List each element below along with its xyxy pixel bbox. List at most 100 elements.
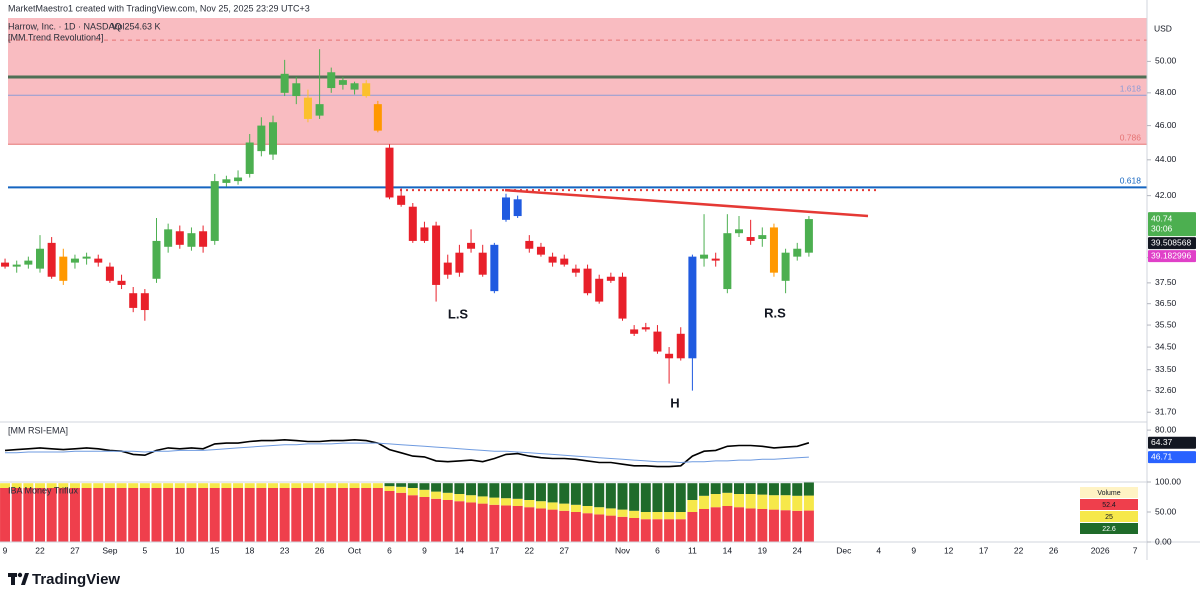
candle-body	[257, 125, 266, 152]
candle-body	[280, 73, 289, 93]
money-flow-bar	[349, 488, 360, 542]
money-flow-bar	[337, 488, 348, 542]
candle-body	[606, 276, 615, 281]
layer-plot	[0, 49, 880, 542]
x-tick-label: 5	[142, 545, 147, 555]
y-tick-label: 34.50	[1155, 341, 1177, 351]
annotation: L.S	[448, 306, 469, 321]
money-flow-bar	[291, 483, 302, 488]
indicator-value-badge: 64.37	[1151, 437, 1173, 447]
money-flow-bar	[664, 519, 675, 542]
money-flow-bar	[559, 483, 570, 504]
money-flow-bar	[244, 488, 255, 542]
candle-body	[199, 231, 208, 247]
candle-body	[525, 240, 534, 249]
money-flow-bar	[757, 509, 768, 542]
money-flow-bar	[0, 483, 11, 488]
money-flow-bar	[23, 483, 34, 488]
money-flow-bar	[745, 508, 756, 542]
money-flow-bar	[734, 494, 744, 508]
last-price: 40.74	[1151, 213, 1173, 223]
money-flow-bar	[93, 488, 104, 542]
money-flow-bar	[675, 519, 686, 542]
money-flow-bar	[69, 483, 80, 488]
money-flow-bar	[128, 483, 139, 488]
candle-body	[653, 331, 662, 352]
money-flow-bar	[605, 508, 616, 516]
money-flow-bar	[780, 483, 791, 496]
money-flow-bar	[302, 488, 313, 542]
money-flow-bar	[81, 488, 92, 542]
candle-body	[502, 197, 510, 220]
y-tick-label: 0.00	[1155, 536, 1172, 546]
money-flow-bar	[570, 504, 581, 512]
money-flow-bar	[407, 483, 418, 488]
candle-body	[373, 104, 382, 131]
money-flow-bar	[617, 483, 628, 510]
money-flow-bar	[722, 506, 733, 542]
money-flow-bar	[268, 483, 278, 488]
money-flow-bar	[477, 483, 488, 497]
fib-zone	[8, 18, 1147, 145]
last-price-bg	[1148, 212, 1196, 237]
candle-body	[513, 199, 522, 217]
volume: Vol254.63 K	[112, 21, 161, 31]
candle-body	[432, 225, 441, 285]
money-flow-bar	[524, 483, 535, 500]
money-flow-bar	[174, 483, 185, 488]
candle-body	[665, 353, 674, 359]
indicator-title: [MM Trend Revolution4]	[8, 32, 104, 42]
money-flow-bar	[0, 488, 11, 542]
money-flow-bar	[442, 492, 453, 500]
band-fast-badge: 39.508568	[1151, 237, 1191, 247]
annotation: H	[670, 395, 679, 410]
candle-body	[560, 258, 569, 265]
money-flow-bar	[221, 483, 232, 488]
x-tick-label: 9	[911, 545, 916, 555]
money-flow-bar	[605, 483, 616, 509]
candle-body	[583, 268, 592, 294]
money-flow-bar	[93, 483, 104, 488]
money-flow-bar	[116, 488, 127, 542]
money-flow-bar	[396, 483, 407, 487]
money-flow-bar	[419, 497, 430, 542]
candle-body	[490, 244, 499, 292]
legend-swatch	[1080, 523, 1138, 534]
band-slow-badge: 39.182996	[1151, 250, 1191, 260]
money-flow-bar	[431, 483, 442, 492]
candle-body	[478, 252, 487, 275]
legend-swatch	[1080, 511, 1138, 522]
x-tick-label: Nov	[615, 545, 631, 555]
money-flow-bar	[279, 488, 290, 542]
money-flow-bar	[302, 483, 313, 488]
x-tick-label: 6	[387, 545, 392, 555]
candle-body	[735, 229, 743, 234]
indicator-value-badge-bg	[1148, 436, 1196, 449]
money-flow-bar	[745, 483, 756, 494]
indicator-line	[5, 442, 809, 464]
money-flow-bar	[116, 483, 127, 488]
money-flow-bar	[501, 505, 511, 542]
y-tick-label: 50.00	[1155, 56, 1177, 66]
indicator-title: [MM RSI-EMA]	[8, 425, 68, 435]
money-flow-bar	[501, 483, 511, 499]
candle-body	[70, 258, 79, 263]
money-flow-bar	[652, 483, 663, 512]
y-tick-label: 50.00	[1155, 506, 1177, 516]
x-tick-label: 22	[1014, 545, 1024, 555]
legend-value: 22.6	[1102, 526, 1116, 533]
candle-body	[397, 195, 406, 205]
indicator-value-badge-bg	[1148, 451, 1196, 464]
x-tick-label: 15	[210, 545, 220, 555]
money-flow-bar	[629, 510, 640, 518]
money-flow-bar	[617, 509, 628, 517]
money-flow-bar	[687, 483, 698, 500]
candle-body	[47, 242, 56, 277]
money-flow-bar	[58, 483, 69, 488]
money-flow-bar	[442, 500, 453, 542]
money-flow-bar	[139, 483, 150, 488]
x-tick-label: 7	[1133, 545, 1138, 555]
money-flow-bar	[594, 507, 605, 515]
money-flow-bar	[233, 483, 244, 488]
candle-body	[536, 246, 545, 255]
